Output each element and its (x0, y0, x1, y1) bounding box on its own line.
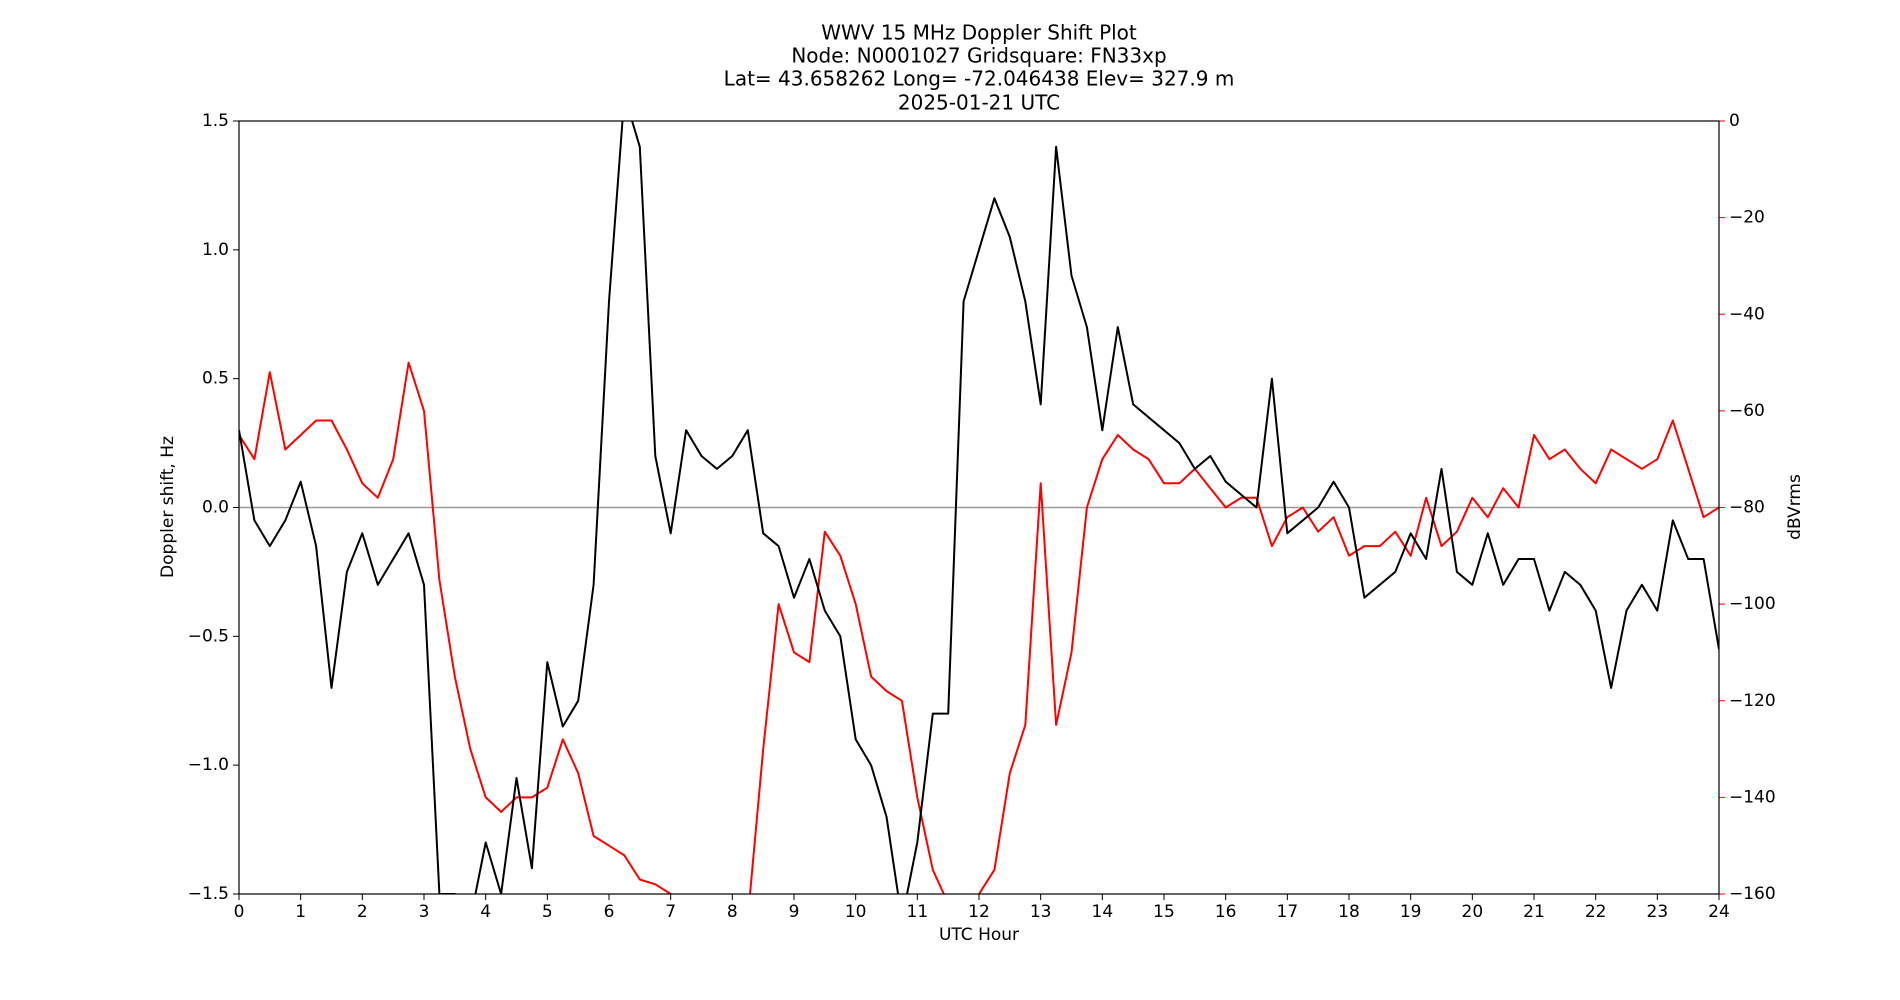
y2-tick-label: −160 (1729, 884, 1776, 904)
y-tick-label: −0.5 (188, 626, 229, 646)
x-tick-label: 22 (1585, 902, 1607, 922)
chart-subtitle: Lat= 43.658262 Long= -72.046438 Elev= 32… (724, 67, 1235, 91)
y-axis-label: Doppler shift, Hz (158, 436, 178, 578)
x-tick-label: 4 (480, 902, 491, 922)
x-tick-label: 14 (1092, 902, 1114, 922)
y-tick-label: −1.5 (188, 884, 229, 904)
y2-tick-label: −140 (1729, 787, 1776, 807)
x-tick-label: 3 (419, 902, 430, 922)
chart-title: WWV 15 MHz Doppler Shift Plot (821, 21, 1137, 45)
x-tick-label: 0 (234, 902, 245, 922)
x-tick-label: 16 (1215, 902, 1237, 922)
x-tick-label: 6 (604, 902, 615, 922)
y-tick-label: 1.0 (202, 240, 229, 260)
y2-tick-label: −80 (1729, 498, 1765, 518)
y-tick-label: 1.5 (202, 111, 229, 131)
x-tick-label: 17 (1277, 902, 1299, 922)
x-tick-label: 20 (1462, 902, 1484, 922)
x-tick-label: 10 (845, 902, 867, 922)
x-tick-label: 21 (1523, 902, 1545, 922)
series-line (239, 121, 1719, 894)
x-tick-label: 8 (727, 902, 738, 922)
y2-tick-label: −100 (1729, 594, 1776, 614)
chart-subtitle: 2025-01-21 UTC (898, 91, 1060, 115)
series-line (239, 361, 1719, 894)
y2-tick-label: 0 (1729, 111, 1740, 131)
y2-axis-label: dBVrms (1785, 474, 1805, 540)
x-tick-label: 7 (665, 902, 676, 922)
y2-tick-label: −120 (1729, 691, 1776, 711)
x-tick-label: 2 (357, 902, 368, 922)
y-tick-label: −1.0 (188, 755, 229, 775)
y2-tick-label: −40 (1729, 304, 1765, 324)
x-tick-label: 19 (1400, 902, 1422, 922)
x-tick-label: 13 (1030, 902, 1052, 922)
plot-area (239, 121, 1719, 894)
chart-subtitle: Node: N0001027 Gridsquare: FN33xp (791, 44, 1166, 68)
x-tick-label: 24 (1708, 902, 1730, 922)
x-axis-label: UTC Hour (939, 925, 1019, 945)
plot-frame (238, 120, 1720, 895)
x-tick-label: 12 (968, 902, 990, 922)
x-tick-label: 23 (1647, 902, 1669, 922)
x-tick-label: 9 (789, 902, 800, 922)
y2-tick-label: −60 (1729, 401, 1765, 421)
y2-tick-label: −20 (1729, 208, 1765, 228)
x-tick-label: 18 (1338, 902, 1360, 922)
x-tick-label: 15 (1153, 902, 1175, 922)
y-tick-label: 0.0 (202, 498, 229, 518)
x-tick-label: 5 (542, 902, 553, 922)
x-tick-label: 11 (907, 902, 929, 922)
x-tick-label: 1 (295, 902, 306, 922)
y-tick-label: 0.5 (202, 369, 229, 389)
